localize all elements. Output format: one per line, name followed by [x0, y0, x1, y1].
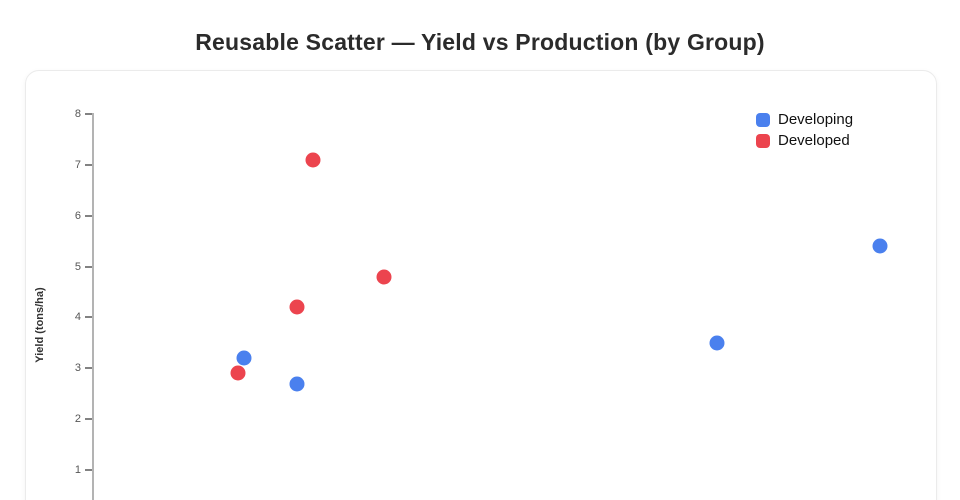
y-tick-label-2: 2	[74, 413, 81, 426]
point-developing-3.5	[709, 335, 725, 351]
y-tick-mark-7	[85, 163, 92, 166]
legend-item-developed[interactable]: Developed	[756, 132, 853, 149]
legend-swatch-developing	[756, 112, 770, 127]
point-developed-2.9	[230, 365, 246, 381]
point-developing-3.2	[236, 350, 252, 366]
y-tick-label-4: 4	[74, 311, 81, 324]
chart-legend: Developing Developed	[756, 111, 853, 153]
legend-item-developing[interactable]: Developing	[756, 111, 853, 128]
y-tick-mark-8	[85, 112, 92, 115]
point-developed-7.1	[305, 152, 321, 168]
chart-title: Reusable Scatter — Yield vs Production (…	[195, 29, 765, 55]
point-developed-4.8	[376, 269, 392, 285]
point-developed-4.2	[289, 299, 305, 315]
y-tick-mark-1	[85, 469, 92, 471]
y-tick-mark-4	[85, 316, 92, 319]
y-tick-mark-3	[85, 367, 92, 370]
y-axis-line	[92, 112, 94, 500]
y-tick-mark-5	[85, 265, 92, 268]
y-tick-label-1: 1	[74, 464, 81, 476]
chart-card	[25, 70, 937, 500]
legend-swatch-developed	[756, 133, 770, 148]
y-tick-label-8: 8	[74, 107, 81, 120]
legend-label-developing: Developing	[778, 111, 854, 128]
y-tick-mark-2	[85, 418, 92, 421]
y-tick-label-5: 5	[74, 260, 81, 273]
y-tick-label-3: 3	[74, 362, 81, 375]
y-axis-label: Yield (tons/ha)	[34, 287, 46, 363]
y-tick-label-7: 7	[74, 158, 81, 171]
y-tick-label-6: 6	[74, 209, 81, 222]
legend-label-developed: Developed	[778, 132, 850, 149]
point-developing-2.7	[289, 376, 305, 392]
y-tick-mark-6	[85, 214, 92, 217]
point-developing-5.4	[872, 238, 888, 254]
